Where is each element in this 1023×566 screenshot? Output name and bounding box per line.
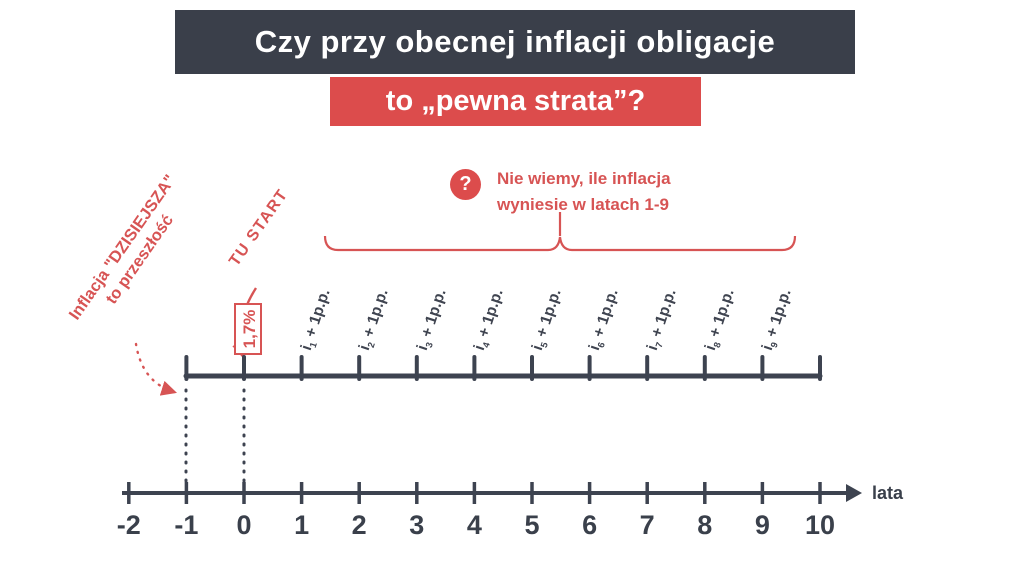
past-inflation-arrow	[134, 342, 177, 396]
interval-label: i3 + 1p.p.	[413, 286, 450, 353]
subtitle-text: to „pewna strata”?	[385, 85, 646, 117]
interval-label: i4 + 1p.p.	[471, 286, 507, 353]
axis-number: 1	[294, 510, 310, 540]
axis-number: 2	[351, 510, 367, 540]
axis-number: 8	[697, 510, 713, 540]
axis-number: -2	[116, 510, 141, 540]
start-label: TU START	[226, 186, 292, 270]
interval-label: i7 + 1p.p.	[643, 286, 680, 353]
question-text: Nie wiemy, ile inflacja wyniesie w latac…	[497, 166, 671, 219]
interval-label: i1 + 1p.p.	[298, 286, 334, 353]
axis-number: 0	[236, 510, 252, 540]
subtitle-banner: to „pewna strata”?	[330, 77, 701, 126]
question-note: ? Nie wiemy, ile inflacja wyniesie w lat…	[450, 166, 671, 219]
question-text-line2: wyniesie w latach 1-9	[497, 195, 669, 215]
axis-number: 3	[409, 510, 425, 540]
axis-number: 10	[804, 510, 836, 540]
interval-label: i2 + 1p.p.	[355, 286, 392, 353]
question-text-line1: Nie wiemy, ile inflacja	[497, 169, 671, 188]
upper-timeline-ticks	[184, 355, 822, 381]
axis-number: 6	[582, 510, 598, 540]
axis-number: 7	[639, 510, 655, 540]
past-inflation-label: Inflacja "DZISIEJSZA" to przeszłość	[65, 171, 199, 337]
axis-number: 9	[754, 510, 770, 540]
lower-axis-ticks	[127, 482, 822, 504]
brace	[323, 235, 797, 252]
interval-label: i6 + 1p.p.	[586, 286, 622, 353]
axis-label: lata	[872, 483, 904, 503]
question-mark-icon: ?	[450, 169, 481, 200]
interval-label: i8 + 1p.p.	[701, 286, 738, 353]
title-text: Czy przy obecnej inflacji obligacje	[254, 24, 776, 59]
interval-label: i5 + 1p.p.	[528, 286, 565, 353]
first-year-rate-label: 1,7%	[234, 303, 262, 355]
axis-number: 4	[466, 510, 482, 540]
axis-arrowhead	[846, 484, 862, 502]
interval-label: i9 + 1p.p.	[759, 286, 795, 353]
axis-number: -1	[174, 510, 199, 540]
axis-number: 5	[524, 510, 540, 540]
title-banner: Czy przy obecnej inflacji obligacje	[175, 10, 855, 74]
